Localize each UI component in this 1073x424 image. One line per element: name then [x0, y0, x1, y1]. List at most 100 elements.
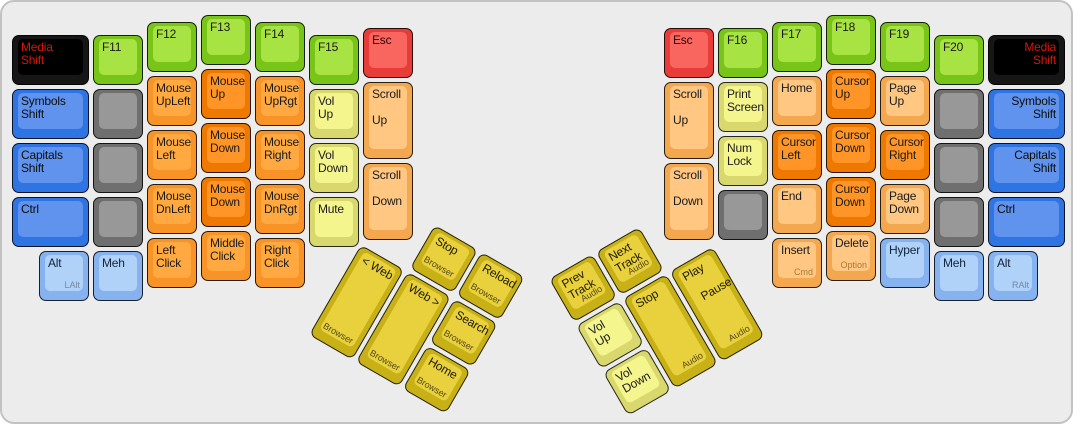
key-label: Cursor Down — [835, 128, 870, 155]
key-page-up[interactable]: Page Up — [880, 76, 930, 126]
key-scroll-up-right[interactable]: Scroll Up — [664, 82, 714, 159]
key-symbols-shift-right[interactable]: Symbols Shift — [988, 89, 1065, 139]
key-label: Media Shift — [1024, 40, 1056, 67]
key-blank-right-4[interactable] — [934, 197, 984, 247]
key-media-shift-right[interactable]: Media Shift — [988, 35, 1065, 85]
key-mouse-upleft[interactable]: Mouse UpLeft — [147, 76, 197, 126]
key-label — [724, 194, 762, 196]
key-left-click[interactable]: Left Click — [147, 238, 197, 288]
key-f16[interactable]: F16 — [718, 28, 768, 78]
key-sublabel: Audio — [726, 323, 752, 344]
key-alt-left[interactable]: Alt LAlt — [39, 251, 89, 301]
keycap-face: F13 — [207, 19, 245, 55]
keycap-face: End — [778, 188, 816, 224]
key-scroll-down-left[interactable]: Scroll Down — [363, 163, 413, 240]
key-f11[interactable]: F11 — [93, 35, 143, 85]
key-label: F12 — [156, 27, 177, 41]
key-label: Vol Down — [318, 148, 348, 175]
key-vol-down-left[interactable]: Vol Down — [309, 143, 359, 193]
keycap-face: Mouse Down — [207, 181, 245, 217]
key-f15[interactable]: F15 — [309, 35, 359, 85]
key-mouse-down-1[interactable]: Mouse Down — [201, 123, 251, 173]
key-f18[interactable]: F18 — [826, 15, 876, 65]
key-label: Mouse Up — [210, 74, 246, 101]
key-cursor-right[interactable]: Cursor Right — [880, 130, 930, 180]
key-ctrl-left[interactable]: Ctrl — [12, 197, 89, 247]
key-ctrl-right[interactable]: Ctrl — [988, 197, 1065, 247]
key-label: Mouse Down — [210, 128, 246, 155]
key-mouse-down-2[interactable]: Mouse Down — [201, 177, 251, 227]
keycap-face: Esc — [369, 32, 407, 68]
key-hyper[interactable]: Hyper — [880, 238, 930, 288]
key-cursor-down-1[interactable]: Cursor Down — [826, 123, 876, 173]
keycap-face: Home — [778, 80, 816, 116]
key-meh-right[interactable]: Meh — [934, 251, 984, 301]
key-cursor-left[interactable]: Cursor Left — [772, 130, 822, 180]
keycap-face — [940, 93, 978, 129]
key-cursor-up[interactable]: Cursor Up — [826, 69, 876, 119]
key-label: Play Pause — [679, 260, 734, 307]
key-mouse-dnrgt[interactable]: Mouse DnRgt — [255, 184, 305, 234]
key-page-down[interactable]: Page Down — [880, 184, 930, 234]
key-esc-left[interactable]: Esc — [363, 28, 413, 78]
key-f13[interactable]: F13 — [201, 15, 251, 65]
key-alt-right[interactable]: Alt RAlt — [988, 251, 1038, 301]
key-symbols-shift-left[interactable]: Symbols Shift — [12, 89, 89, 139]
key-blank-right-3[interactable] — [934, 143, 984, 193]
key-middle-click[interactable]: Middle Click — [201, 231, 251, 281]
key-scroll-up-left[interactable]: Scroll Up — [363, 82, 413, 159]
keycap-face: Meh — [940, 255, 978, 291]
key-f14[interactable]: F14 — [255, 22, 305, 72]
key-mouse-uprgt[interactable]: Mouse UpRgt — [255, 76, 305, 126]
key-mute[interactable]: Mute — [309, 197, 359, 247]
key-label: F16 — [727, 33, 748, 47]
key-blank-right-1[interactable] — [718, 190, 768, 240]
key-label: Cursor Right — [889, 135, 924, 162]
key-scroll-down-right[interactable]: Scroll Down — [664, 163, 714, 240]
key-blank-left-3[interactable] — [93, 197, 143, 247]
key-print-screen[interactable]: Print Screen — [718, 82, 768, 132]
key-sublabel: Browser — [368, 347, 402, 373]
key-label: Delete — [835, 236, 869, 250]
key-sublabel: Browser — [414, 374, 449, 400]
key-mouse-up[interactable]: Mouse Up — [201, 69, 251, 119]
keycap-face: Delete Option — [832, 235, 870, 271]
keycap-face: F11 — [99, 39, 137, 75]
key-label: Vol Up — [586, 317, 613, 349]
key-cursor-down-2[interactable]: Cursor Down — [826, 177, 876, 227]
key-label — [99, 201, 137, 203]
key-mouse-left[interactable]: Mouse Left — [147, 130, 197, 180]
key-blank-right-2[interactable] — [934, 89, 984, 139]
key-label: Cursor Down — [835, 182, 870, 209]
key-insert[interactable]: Insert Cmd — [772, 238, 822, 288]
key-blank-left-1[interactable] — [93, 89, 143, 139]
key-f17[interactable]: F17 — [772, 22, 822, 72]
key-home[interactable]: Home — [772, 76, 822, 126]
key-f12[interactable]: F12 — [147, 22, 197, 72]
key-mouse-right[interactable]: Mouse Right — [255, 130, 305, 180]
key-label: Mouse UpRgt — [264, 81, 300, 108]
key-media-shift-left[interactable]: Media Shift — [12, 35, 89, 85]
key-sublabel: LAlt — [64, 280, 80, 290]
key-capitals-shift-right[interactable]: Capitals Shift — [988, 143, 1065, 193]
key-mouse-dnleft[interactable]: Mouse DnLeft — [147, 184, 197, 234]
keycap-face: Scroll Down — [369, 167, 407, 230]
key-label: F15 — [318, 40, 339, 54]
key-label: Middle Click — [210, 236, 245, 263]
key-label: Left Click — [156, 243, 181, 270]
key-num-lock[interactable]: Num Lock — [718, 136, 768, 186]
key-f19[interactable]: F19 — [880, 22, 930, 72]
keycap-face: Mouse UpRgt — [261, 80, 299, 116]
key-meh-left[interactable]: Meh — [93, 251, 143, 301]
key-f20[interactable]: F20 — [934, 35, 984, 85]
key-vol-up-left[interactable]: Vol Up — [309, 89, 359, 139]
key-capitals-shift-left[interactable]: Capitals Shift — [12, 143, 89, 193]
key-label: Scroll Down — [673, 168, 703, 208]
key-esc-right[interactable]: Esc — [664, 28, 714, 78]
key-delete[interactable]: Delete Option — [826, 231, 876, 281]
key-right-click[interactable]: Right Click — [255, 238, 305, 288]
key-end[interactable]: End — [772, 184, 822, 234]
key-blank-left-2[interactable] — [93, 143, 143, 193]
keycap-face: F19 — [886, 26, 924, 62]
keycap-face: Scroll Up — [670, 86, 708, 149]
